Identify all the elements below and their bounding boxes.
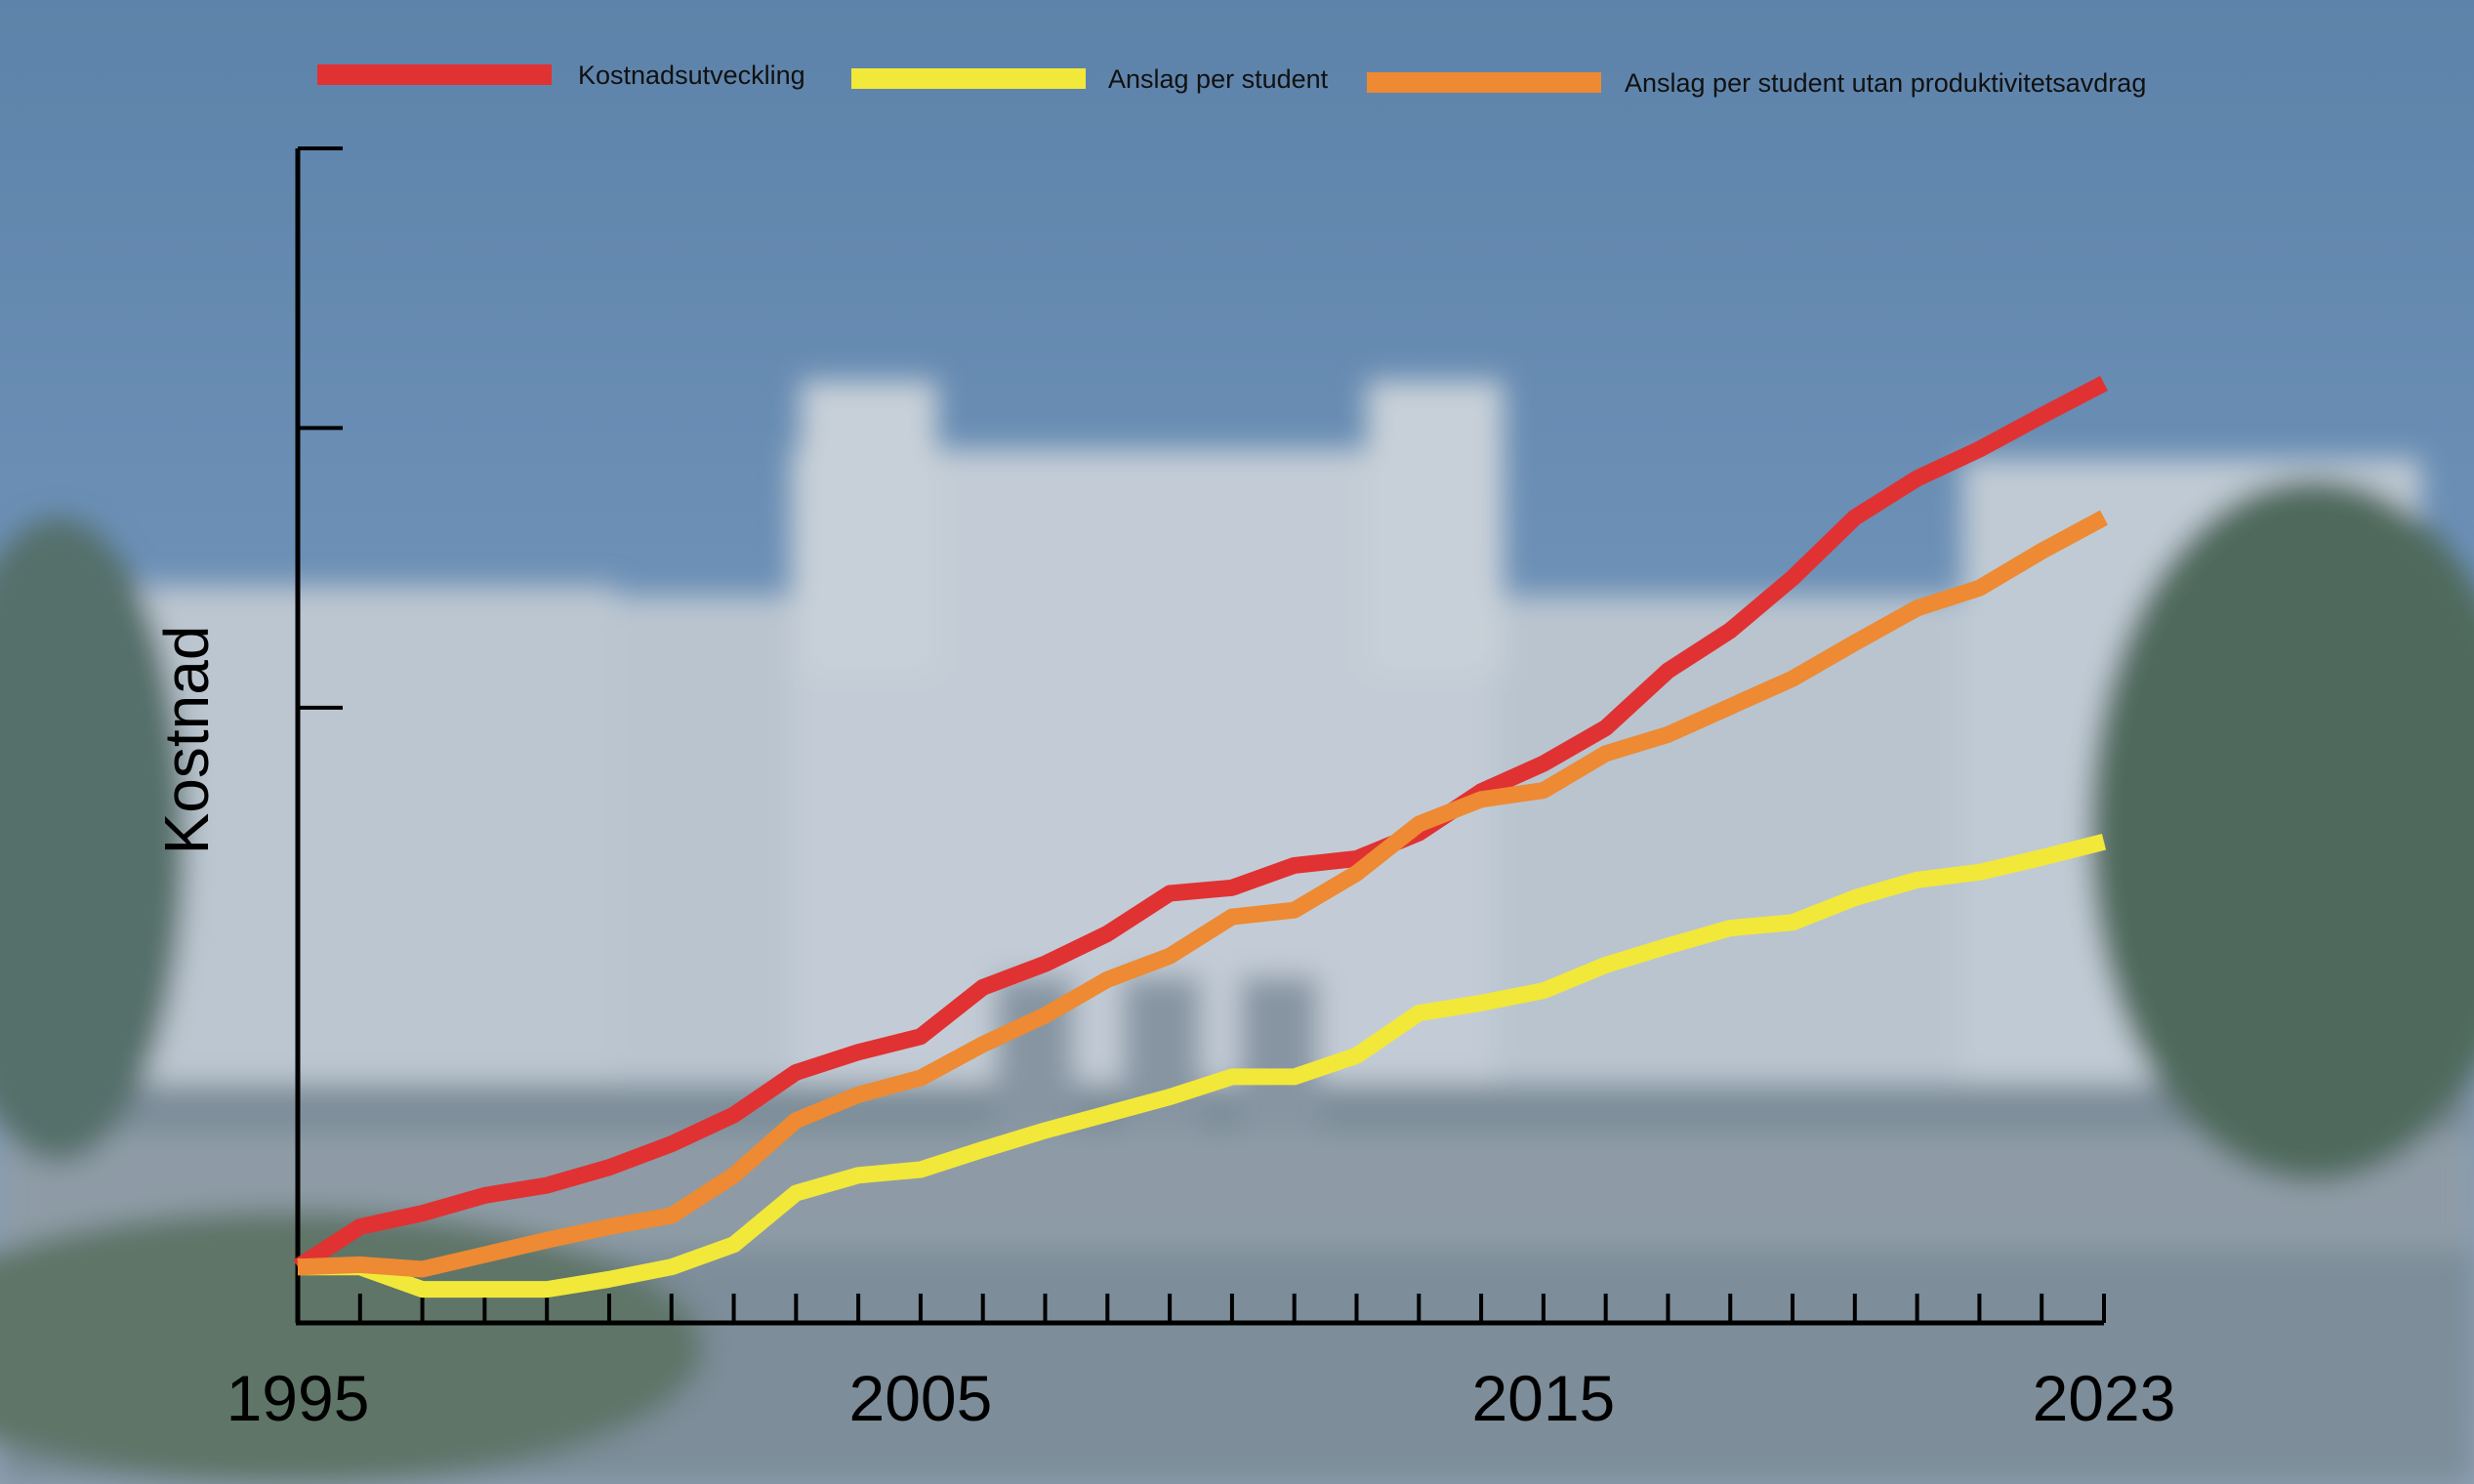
series-line-2 (297, 510, 2109, 1278)
x-tick-label-2005: 2005 (849, 1362, 993, 1434)
x-tick-label-2023: 2023 (2033, 1362, 2176, 1434)
series-line-0 (293, 376, 2108, 1274)
legend-swatch-1 (851, 68, 1086, 89)
legend-label-2: Anslag per student utan produktivitetsav… (1625, 68, 2146, 98)
x-tick-label-1995: 1995 (227, 1362, 370, 1434)
legend-swatch-2 (1367, 72, 1601, 93)
legend-swatch-0 (317, 64, 552, 85)
legend-label-0: Kostnadsutveckling (578, 61, 805, 90)
x-tick-label-2015: 2015 (1471, 1362, 1615, 1434)
legend-label-1: Anslag per student (1108, 64, 1329, 94)
series-line-1 (298, 834, 2107, 1298)
y-axis-label: Kostnad (151, 626, 222, 855)
